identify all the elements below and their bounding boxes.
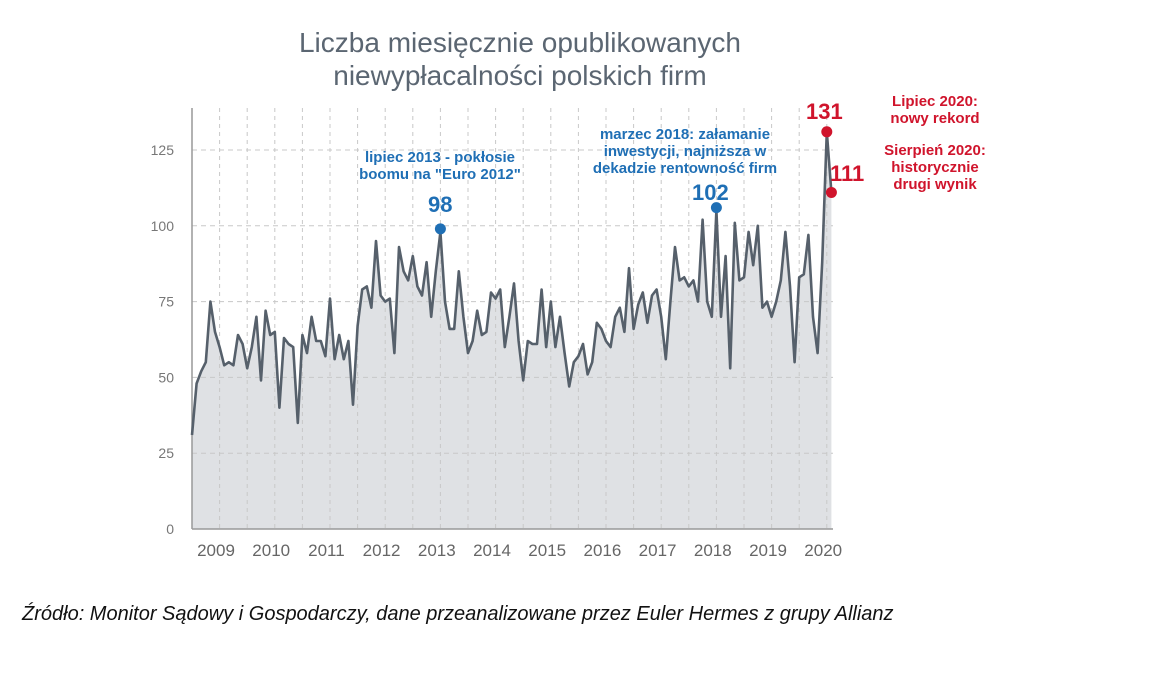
x-tick-label: 2017 xyxy=(639,541,677,560)
annotation-line: historycznie xyxy=(891,159,979,176)
x-tick-label: 2015 xyxy=(528,541,566,560)
annotation-line: inwestycji, najniższa w xyxy=(603,143,767,160)
source-note: Źródło: Monitor Sądowy i Gospodarczy, da… xyxy=(22,603,894,625)
x-tick-label: 2011 xyxy=(308,541,345,560)
annotation-line: lipiec 2013 - pokłosie xyxy=(364,149,516,166)
annotation-july-2020: Lipiec 2020: nowy rekord xyxy=(870,93,1000,127)
x-tick-label: 2019 xyxy=(749,541,787,560)
chart-title: Liczba miesięcznie opublikowanych niewyp… xyxy=(190,26,850,92)
x-tick-label: 2020 xyxy=(804,541,842,560)
annotation-line: Lipiec 2020: xyxy=(892,93,978,110)
annotation-line: nowy rekord xyxy=(890,110,980,127)
y-tick-label: 75 xyxy=(158,294,174,310)
y-tick-label: 0 xyxy=(166,521,174,537)
highlight-point xyxy=(710,202,722,214)
label-131: 131 xyxy=(806,99,843,124)
annotation-2013: lipiec 2013 - pokłosie boomu na "Euro 20… xyxy=(330,149,550,183)
label-111: 111 xyxy=(830,161,865,186)
annotation-line: Sierpień 2020: xyxy=(884,142,986,159)
label-102: 102 xyxy=(692,180,729,205)
y-tick-label: 100 xyxy=(151,218,175,234)
annotation-line: boomu na "Euro 2012" xyxy=(359,166,521,183)
x-tick-label: 2018 xyxy=(694,541,732,560)
highlight-point xyxy=(434,223,446,235)
x-tick-label: 2012 xyxy=(363,541,401,560)
chart-title-line: Liczba miesięcznie opublikowanych xyxy=(298,27,741,58)
label-98: 98 xyxy=(428,192,453,217)
annotation-line: marzec 2018: załamanie xyxy=(599,126,771,143)
annotation-august-2020: Sierpień 2020: historycznie drugi wynik xyxy=(870,142,1000,193)
highlight-point xyxy=(821,126,833,138)
x-tick-label: 2016 xyxy=(583,541,621,560)
y-tick-label: 25 xyxy=(158,445,174,461)
highlight-point xyxy=(825,186,837,198)
chart-title-line: niewypłacalności polskich firm xyxy=(333,60,707,91)
annotation-2018: marzec 2018: załamanie inwestycji, najni… xyxy=(570,126,800,177)
annotation-line: drugi wynik xyxy=(893,176,977,193)
x-tick-label: 2014 xyxy=(473,541,511,560)
x-tick-label: 2009 xyxy=(197,541,235,560)
annotation-line: dekadzie rentowność firm xyxy=(592,160,778,177)
area-fill xyxy=(192,131,832,530)
y-tick-label: 50 xyxy=(158,369,174,385)
y-tick-label: 125 xyxy=(151,142,175,158)
x-tick-label: 2010 xyxy=(252,541,290,560)
x-tick-label: 2013 xyxy=(418,541,456,560)
series-line xyxy=(190,130,833,436)
